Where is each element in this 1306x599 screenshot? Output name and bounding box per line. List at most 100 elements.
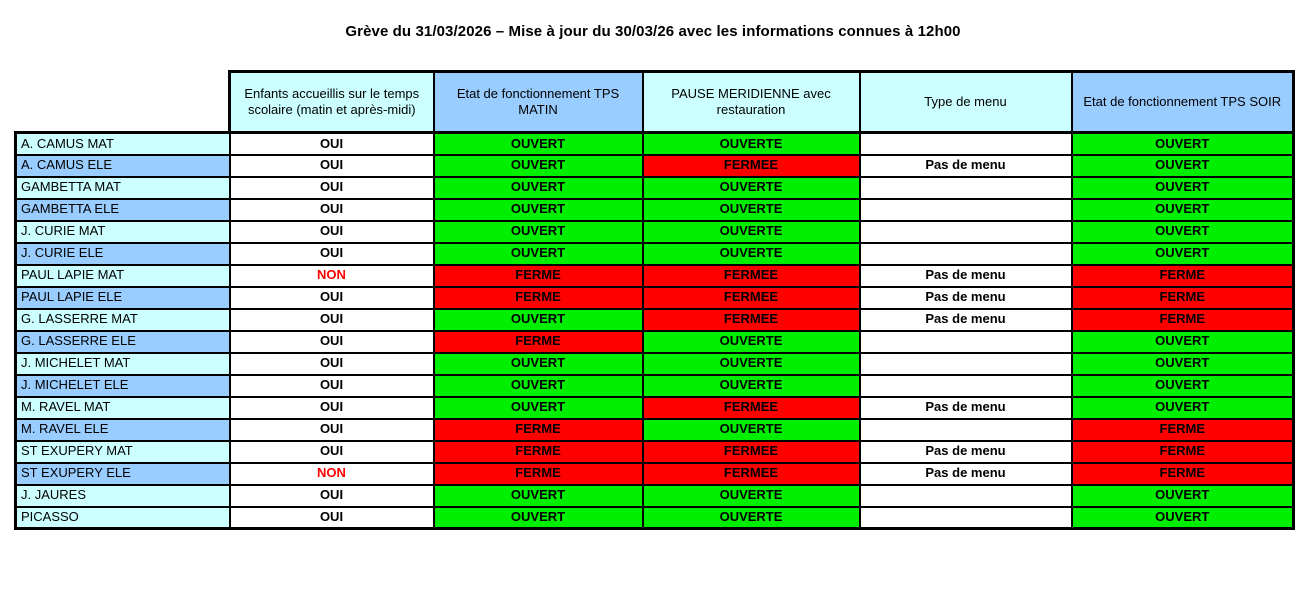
table-row: PICASSO OUI OUVERT OUVERTE OUVERT — [14, 505, 1295, 530]
children-hosted-cell: OUI — [228, 417, 435, 442]
tps-matin-cell: OUVERT — [432, 373, 644, 398]
type-menu-cell: Pas de menu — [858, 307, 1073, 332]
pause-meridienne-cell: FERMEE — [641, 153, 861, 178]
school-name-cell: PAUL LAPIE ELE — [14, 285, 231, 310]
table-row: G. LASSERRE MAT OUI OUVERT FERMEE Pas de men… — [14, 307, 1295, 332]
school-name-cell: A. CAMUS MAT — [14, 131, 231, 156]
pause-meridienne-cell: OUVERTE — [641, 197, 861, 222]
tps-matin-cell: FERME — [432, 329, 644, 354]
children-hosted-cell: NON — [228, 461, 435, 486]
table-row: PAUL LAPIE MAT NON FERME FERMEE Pas de menu F… — [14, 263, 1295, 288]
children-hosted-cell: OUI — [228, 329, 435, 354]
tps-matin-cell: OUVERT — [432, 197, 644, 222]
school-name-cell: A. CAMUS ELE — [14, 153, 231, 178]
school-name-cell: GAMBETTA MAT — [14, 175, 231, 200]
type-menu-cell — [858, 373, 1073, 398]
pause-meridienne-cell: OUVERTE — [641, 241, 861, 266]
school-name-cell: J. MICHELET ELE — [14, 373, 231, 398]
tps-soir-cell: FERME — [1070, 439, 1295, 464]
tps-matin-cell: OUVERT — [432, 131, 644, 156]
tps-soir-cell: OUVERT — [1070, 505, 1295, 530]
type-menu-cell — [858, 329, 1073, 354]
tps-matin-cell: OUVERT — [432, 505, 644, 530]
table-row: GAMBETTA ELE OUI OUVERT OUVERTE OUVERT — [14, 197, 1295, 222]
header-row: Enfants accueillis sur le temps scolaire… — [15, 70, 1295, 134]
type-menu-cell — [858, 483, 1073, 508]
tps-matin-cell: OUVERT — [432, 175, 644, 200]
table-row: ST EXUPERY MAT OUI FERME FERMEE Pas de menu F… — [14, 439, 1295, 464]
type-menu-cell: Pas de menu — [858, 439, 1073, 464]
pause-meridienne-cell: FERMEE — [641, 263, 861, 288]
pause-meridienne-cell: FERMEE — [641, 395, 861, 420]
table-row: ST EXUPERY ELE NON FERME FERMEE Pas de menu F… — [14, 461, 1295, 486]
school-name-cell: GAMBETTA ELE — [14, 197, 231, 222]
type-menu-cell — [858, 197, 1073, 222]
school-name-cell: PICASSO — [14, 505, 231, 530]
type-menu-cell: Pas de menu — [858, 285, 1073, 310]
table-row: G. LASSERRE ELE OUI FERME OUVERTE OUVERT — [14, 329, 1295, 354]
pause-meridienne-cell: OUVERTE — [641, 373, 861, 398]
type-menu-cell — [858, 219, 1073, 244]
children-hosted-cell: OUI — [228, 175, 435, 200]
tps-soir-cell: OUVERT — [1070, 351, 1295, 376]
tps-soir-cell: OUVERT — [1070, 329, 1295, 354]
tps-matin-cell: FERME — [432, 439, 644, 464]
school-name-cell: J. CURIE MAT — [14, 219, 231, 244]
tps-matin-cell: OUVERT — [432, 307, 644, 332]
type-menu-cell: Pas de menu — [858, 263, 1073, 288]
type-menu-cell: Pas de menu — [858, 395, 1073, 420]
table-row: J. JAURES OUI OUVERT OUVERTE OUVERT — [14, 483, 1295, 508]
school-name-cell: J. CURIE ELE — [14, 241, 231, 266]
type-menu-cell — [858, 175, 1073, 200]
children-hosted-cell: OUI — [228, 241, 435, 266]
table-row: GAMBETTA MAT OUI OUVERT OUVERTE OUVERT — [14, 175, 1295, 200]
header-tps-soir: Etat de fonctionnement TPS SOIR — [1070, 70, 1295, 134]
tps-matin-cell: FERME — [432, 417, 644, 442]
table-row: A. CAMUS MAT OUI OUVERT OUVERTE OUVERT — [14, 131, 1295, 156]
pause-meridienne-cell: OUVERTE — [641, 505, 861, 530]
children-hosted-cell: OUI — [228, 505, 435, 530]
school-name-cell: G. LASSERRE ELE — [14, 329, 231, 354]
pause-meridienne-cell: OUVERTE — [641, 175, 861, 200]
tps-soir-cell: FERME — [1070, 285, 1295, 310]
pause-meridienne-cell: OUVERTE — [641, 483, 861, 508]
school-name-cell: ST EXUPERY MAT — [14, 439, 231, 464]
tps-matin-cell: FERME — [432, 461, 644, 486]
table-row: J. CURIE ELE OUI OUVERT OUVERTE OUVERT — [14, 241, 1295, 266]
children-hosted-cell: OUI — [228, 219, 435, 244]
type-menu-cell: Pas de menu — [858, 153, 1073, 178]
pause-meridienne-cell: OUVERTE — [641, 219, 861, 244]
pause-meridienne-cell: OUVERTE — [641, 351, 861, 376]
tps-soir-cell: OUVERT — [1070, 241, 1295, 266]
children-hosted-cell: OUI — [228, 307, 435, 332]
tps-soir-cell: FERME — [1070, 307, 1295, 332]
tps-matin-cell: OUVERT — [432, 395, 644, 420]
school-name-cell: M. RAVEL ELE — [14, 417, 231, 442]
table-row: J. MICHELET ELE OUI OUVERT OUVERTE OUVERT — [14, 373, 1295, 398]
tps-soir-cell: FERME — [1070, 263, 1295, 288]
tps-matin-cell: OUVERT — [432, 483, 644, 508]
children-hosted-cell: OUI — [228, 351, 435, 376]
tps-soir-cell: OUVERT — [1070, 153, 1295, 178]
school-name-cell: J. MICHELET MAT — [14, 351, 231, 376]
children-hosted-cell: OUI — [228, 373, 435, 398]
pause-meridienne-cell: OUVERTE — [641, 329, 861, 354]
tps-matin-cell: OUVERT — [432, 351, 644, 376]
school-name-cell: J. JAURES — [14, 483, 231, 508]
tps-matin-cell: FERME — [432, 263, 644, 288]
tps-soir-cell: FERME — [1070, 417, 1295, 442]
school-name-cell: PAUL LAPIE MAT — [14, 263, 231, 288]
children-hosted-cell: OUI — [228, 131, 435, 156]
children-hosted-cell: OUI — [228, 153, 435, 178]
header-pause-meridienne: PAUSE MERIDIENNE avec restauration — [641, 70, 861, 134]
tps-soir-cell: OUVERT — [1070, 395, 1295, 420]
children-hosted-cell: OUI — [228, 395, 435, 420]
tps-soir-cell: OUVERT — [1070, 219, 1295, 244]
tps-matin-cell: OUVERT — [432, 219, 644, 244]
pause-meridienne-cell: FERMEE — [641, 307, 861, 332]
tps-soir-cell: OUVERT — [1070, 373, 1295, 398]
tps-matin-cell: FERME — [432, 285, 644, 310]
children-hosted-cell: OUI — [228, 439, 435, 464]
tps-soir-cell: OUVERT — [1070, 131, 1295, 156]
strike-status-table: Enfants accueillis sur le temps scolaire… — [14, 70, 1295, 530]
